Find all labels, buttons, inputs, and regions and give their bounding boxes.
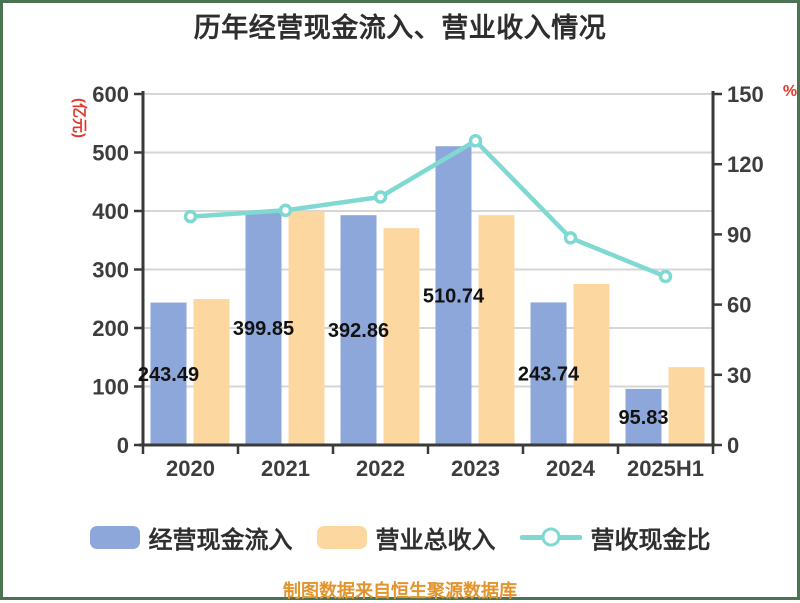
left-tick-label: 300 [92, 258, 129, 283]
bar-cash-inflow-2025H1 [625, 388, 662, 445]
x-axis-label: 2023 [451, 456, 500, 481]
chart-canvas: 0 100 200 300 400 500 600 0 30 60 90 120 150 2020 2021… [92, 82, 763, 481]
left-tick-label: 100 [92, 375, 129, 400]
bar-revenue-2022 [383, 228, 420, 445]
left-tick-label: 0 [117, 433, 129, 458]
x-axis-label: 2024 [546, 456, 596, 481]
axis-ticks-and-labels: 0 100 200 300 400 500 600 0 30 60 90 120 150 2020 2021… [92, 82, 763, 481]
left-tick-label: 200 [92, 316, 129, 341]
right-tick-label: 120 [727, 152, 764, 177]
bar-cash-inflow-2021 [245, 211, 282, 445]
chart-title: 历年经营现金流入、营业收入情况 [193, 13, 607, 43]
bar-revenue-2024 [573, 283, 610, 445]
ratio-marker-2022 [373, 190, 388, 204]
bar-value-label-2025H1: 95.83 [618, 407, 668, 429]
right-tick-label: 30 [727, 363, 751, 388]
data-source-footer: 制图数据来自恒生聚源数据库 [283, 581, 517, 601]
ratio-marker-2024 [563, 231, 578, 245]
bar-revenue-2020 [193, 299, 230, 445]
right-axis-unit-label: % [782, 83, 798, 100]
x-axis-label: 2022 [356, 456, 405, 481]
legend-label-revenue: 营业总收入 [375, 526, 496, 554]
x-axis-label: 2025H1 [627, 456, 704, 481]
legend-item-ratio[interactable]: 营收现金比 [519, 520, 711, 555]
bar-value-label-2022: 392.86 [328, 320, 389, 342]
right-tick-label: 60 [727, 293, 751, 318]
bar-value-label-2021: 399.85 [233, 318, 294, 340]
ratio-line [188, 138, 668, 279]
bar-cash-inflow-2023 [435, 146, 472, 445]
ratio-line-marker-icon [519, 526, 582, 549]
legend-label-cash-inflow: 经营现金流入 [148, 526, 293, 554]
bar-cash-inflow-2022 [340, 215, 377, 445]
left-tick-label: 600 [92, 82, 129, 107]
axes [139, 91, 715, 447]
right-tick-label: 0 [727, 433, 739, 458]
bar-cash-inflow-2020 [150, 302, 187, 445]
x-axis-label: 2020 [166, 456, 215, 481]
left-tick-label: 400 [92, 199, 129, 224]
bars-revenue [193, 211, 705, 445]
bar-revenue-2025H1 [668, 367, 705, 445]
ratio-marker-2021 [278, 203, 293, 218]
bar-revenue-2023 [478, 215, 515, 445]
bar-cash-inflow-2024 [530, 302, 567, 445]
legend-item-cash-inflow[interactable]: 经营现金流入 [89, 520, 293, 555]
ratio-marker-2020 [183, 209, 198, 224]
bar-value-label-2020: 243.49 [138, 364, 199, 386]
revenue-swatch-icon [316, 525, 367, 549]
x-axis-label: 2021 [261, 456, 310, 481]
bars-cash-inflow [150, 146, 662, 445]
ratio-marker-2025H1 [658, 269, 673, 284]
bar-value-label-2024: 243.74 [518, 364, 580, 386]
right-tick-label: 90 [727, 222, 751, 247]
legend-label-ratio: 营收现金比 [590, 526, 711, 554]
ratio-markers [183, 134, 673, 284]
cash-inflow-swatch-icon [89, 525, 140, 549]
legend-item-revenue[interactable]: 营业总收入 [316, 520, 496, 555]
left-tick-label: 500 [92, 141, 129, 166]
bar-revenue-2021 [288, 211, 325, 445]
right-tick-label: 150 [727, 82, 764, 107]
ratio-marker-2023 [468, 134, 483, 148]
grid-lines [143, 93, 713, 388]
bar-value-label-2023: 510.74 [423, 286, 485, 308]
bar-value-labels: 243.49 399.85 392.86 510.74 243.74 95.83 [138, 286, 669, 429]
chart-legend: 经营现金流入 营业总收入 营收现金比 [3, 515, 797, 559]
